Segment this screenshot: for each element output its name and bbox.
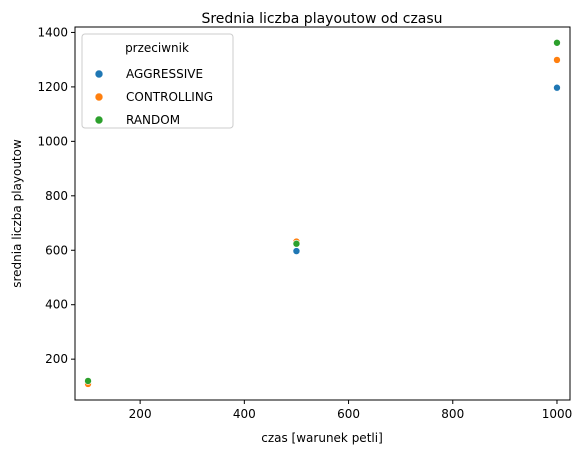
legend-label-random: RANDOM (126, 113, 180, 127)
data-point-random (553, 38, 561, 47)
y-tick-label: 200 (45, 352, 68, 366)
y-tick-label: 400 (45, 298, 68, 312)
legend-marker-aggressive (94, 69, 104, 79)
plot-frame (74, 26, 571, 401)
x-tick-label: 200 (129, 407, 152, 421)
legend-title: przeciwnik (125, 41, 189, 55)
x-tick-label: 600 (337, 407, 360, 421)
x-tick-label: 400 (233, 407, 256, 421)
legend-frame (81, 33, 234, 129)
y-tick-label: 1200 (37, 80, 68, 94)
data-point-aggressive (553, 83, 561, 92)
data-point-random (292, 239, 301, 248)
x-tick-label: 1000 (542, 407, 573, 421)
legend-items: AGGRESSIVE CONTROLLING RANDOM (94, 67, 213, 127)
y-axis-label: srednia liczba playoutow (10, 139, 24, 288)
y-tick-label: 800 (45, 189, 68, 203)
data-points (84, 38, 561, 388)
data-point-aggressive (292, 247, 301, 255)
chart-title: Srednia liczba playoutow od czasu (201, 11, 442, 27)
plot-area: 200 400 600 800 1000 200 400 600 800 1000 1200 140… (37, 25, 572, 421)
x-axis-ticks: 200 400 600 800 1000 (129, 400, 573, 421)
y-axis-ticks: 200 400 600 800 1000 1200 1400 (37, 25, 75, 366)
y-tick-label: 1400 (37, 25, 68, 39)
legend-label-aggressive: AGGRESSIVE (126, 67, 203, 81)
x-tick-label: 800 (441, 407, 464, 421)
y-tick-label: 600 (45, 243, 68, 257)
legend-marker-controlling (94, 92, 104, 102)
data-point-controlling (553, 56, 561, 64)
data-point-random (84, 377, 92, 385)
y-tick-label: 1000 (37, 134, 68, 148)
legend-label-controlling: CONTROLLING (126, 90, 213, 104)
x-axis-label: czas [warunek petli] (261, 431, 383, 445)
legend-marker-random (94, 115, 104, 125)
legend: przeciwnik AGGRESSIVE CONTROLLING RANDOM (81, 33, 234, 129)
